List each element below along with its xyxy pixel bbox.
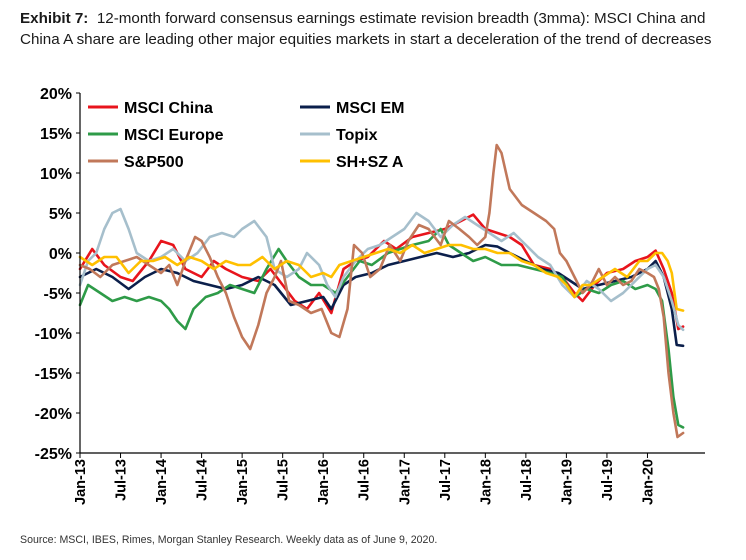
- x-tick-label: Jan-19: [559, 459, 575, 505]
- x-tick-label: Jul-18: [519, 459, 535, 501]
- exhibit-label: Exhibit 7:: [20, 10, 89, 27]
- x-tick-label: Jul-17: [438, 459, 454, 501]
- legend-label: Topix: [336, 127, 378, 144]
- y-tick-label: -5%: [44, 286, 72, 303]
- x-tick-label: Jan-18: [478, 459, 494, 505]
- series-line-2: [78, 227, 685, 429]
- axes: 20% 15% 10% 5% 0% -5% -10% -15% -20% -25%Jan-13 Ju…: [35, 86, 705, 505]
- y-tick-label: -15%: [35, 366, 72, 383]
- x-tick-label: Jan-16: [316, 459, 332, 505]
- y-tick-label: -10%: [35, 326, 72, 343]
- x-tick-label: Jan-13: [73, 459, 89, 505]
- legend-label: SH+SZ A: [336, 154, 404, 171]
- legend-label: S&P500: [124, 154, 184, 171]
- source-note: Source: MSCI, IBES, Rimes, Morgan Stanle…: [20, 534, 438, 546]
- legend-label: MSCI Europe: [124, 127, 224, 144]
- exhibit-title: 12-month forward consensus earnings esti…: [20, 10, 712, 48]
- series-line-5: [78, 243, 685, 312]
- y-tick-label: 5%: [49, 206, 72, 223]
- x-tick-label: Jul-13: [114, 459, 130, 501]
- x-tick-label: Jul-14: [195, 459, 211, 501]
- series-line-1: [78, 243, 685, 348]
- x-tick-label: Jul-15: [276, 459, 292, 501]
- legend: MSCI China MSCI EM MSCI Europe Topix S&P500 S…: [88, 100, 404, 171]
- y-tick-label: 15%: [40, 126, 72, 143]
- legend-label: MSCI China: [124, 100, 213, 117]
- y-tick-label: -20%: [35, 406, 72, 423]
- x-tick-label: Jul-16: [357, 459, 373, 501]
- legend-label: MSCI EM: [336, 100, 404, 117]
- series-line-4: [78, 143, 685, 439]
- series-line-3: [78, 207, 685, 332]
- x-tick-label: Jan-15: [235, 459, 251, 505]
- x-tick-label: Jan-14: [154, 459, 170, 505]
- exhibit-caption: Exhibit 7: 12-month forward consensus ea…: [20, 8, 736, 50]
- y-tick-label: 10%: [40, 166, 72, 183]
- y-tick-label: 0%: [49, 246, 72, 263]
- x-tick-label: Jan-20: [640, 459, 656, 505]
- y-tick-label: 20%: [40, 86, 72, 103]
- y-tick-label: -25%: [35, 446, 72, 463]
- series-lines: [78, 143, 685, 439]
- x-tick-label: Jul-19: [600, 459, 616, 501]
- x-tick-label: Jan-17: [397, 459, 413, 505]
